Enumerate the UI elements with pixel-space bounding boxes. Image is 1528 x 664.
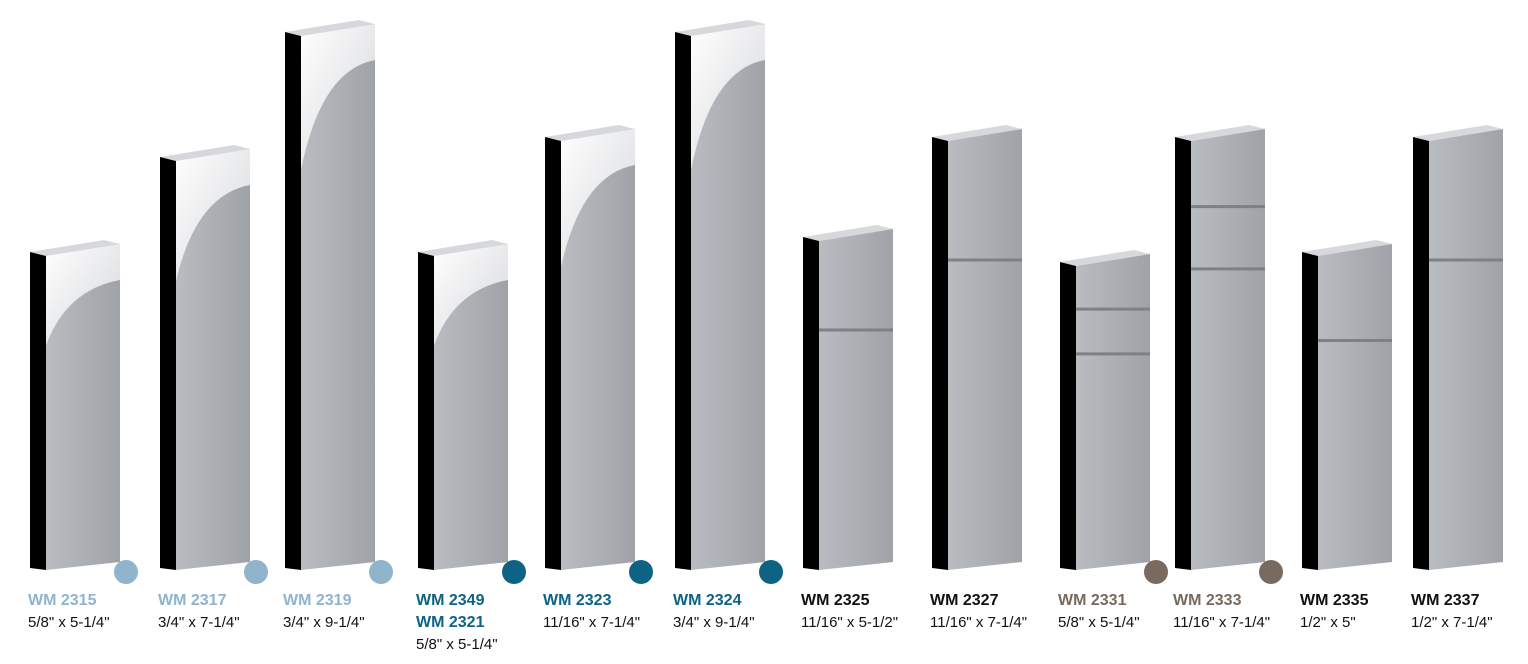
product-code: WM 2335 xyxy=(1300,592,1369,609)
molding-notch xyxy=(1191,205,1265,209)
product-code: WM 2349 xyxy=(416,592,485,609)
molding-edge xyxy=(803,237,819,570)
molding-cove xyxy=(691,24,765,170)
product-size: 3/4" x 9-1/4" xyxy=(283,614,365,631)
color-dot xyxy=(629,560,653,584)
molding-notch xyxy=(948,258,1022,262)
product-size: 1/2" x 5" xyxy=(1300,614,1356,631)
product-size: 11/16" x 7-1/4" xyxy=(930,614,1027,631)
product-size: 5/8" x 5-1/4" xyxy=(416,636,498,653)
molding-notch xyxy=(1076,352,1150,356)
molding-notch xyxy=(1076,307,1150,311)
molding-notch xyxy=(1318,339,1392,342)
product-size: 3/4" x 7-1/4" xyxy=(158,614,240,631)
product-size: 3/4" x 9-1/4" xyxy=(673,614,755,631)
molding-edge xyxy=(675,32,691,570)
molding-cove xyxy=(46,244,120,346)
product-code: WM 2325 xyxy=(801,592,870,609)
product-code: WM 2324 xyxy=(673,592,742,609)
molding-top xyxy=(545,125,635,141)
molding xyxy=(1302,240,1392,570)
product-code: WM 2315 xyxy=(28,592,97,609)
molding-edge xyxy=(1302,252,1318,570)
product-code: WM 2327 xyxy=(930,592,999,609)
color-dot xyxy=(502,560,526,584)
product-code: WM 2331 xyxy=(1058,592,1127,609)
molding-edge xyxy=(932,137,948,570)
molding xyxy=(545,125,635,570)
molding-edge xyxy=(545,137,561,570)
molding xyxy=(160,145,250,570)
molding-edge xyxy=(1413,137,1429,570)
molding-top xyxy=(675,20,765,36)
product-size: 1/2" x 7-1/4" xyxy=(1411,614,1493,631)
molding-notch xyxy=(819,328,893,332)
product-size: 5/8" x 5-1/4" xyxy=(1058,614,1140,631)
molding-face xyxy=(1076,254,1150,570)
molding-top xyxy=(932,125,1022,141)
molding-face xyxy=(301,24,375,570)
molding-notch xyxy=(1191,267,1265,271)
molding-face xyxy=(1429,129,1503,570)
product-code: WM 2321 xyxy=(416,614,485,631)
product-size: 11/16" x 7-1/4" xyxy=(543,614,640,631)
molding-top xyxy=(418,240,508,256)
molding-notch xyxy=(1429,258,1503,262)
molding-top xyxy=(1175,125,1265,141)
color-dot xyxy=(244,560,268,584)
product-code: WM 2319 xyxy=(283,592,352,609)
molding-top xyxy=(1302,240,1392,256)
product-code: WM 2337 xyxy=(1411,592,1480,609)
product-size: 5/8" x 5-1/4" xyxy=(28,614,110,631)
molding-face xyxy=(46,244,120,570)
molding xyxy=(418,240,508,570)
molding-edge xyxy=(418,252,434,570)
molding xyxy=(803,225,893,570)
molding-cove xyxy=(561,129,635,268)
molding xyxy=(675,20,765,570)
molding-face xyxy=(434,244,508,570)
molding-face xyxy=(819,229,893,570)
molding-edge xyxy=(160,157,176,570)
molding xyxy=(30,240,120,570)
molding-top xyxy=(1060,250,1150,266)
molding-top xyxy=(285,20,375,36)
molding-face xyxy=(561,129,635,570)
molding-edge xyxy=(285,32,301,570)
molding-face xyxy=(691,24,765,570)
product-code: WM 2317 xyxy=(158,592,227,609)
color-dot xyxy=(1144,560,1168,584)
molding-edge xyxy=(1175,137,1191,570)
color-dot xyxy=(369,560,393,584)
molding-face xyxy=(1318,244,1392,570)
molding-cove xyxy=(176,149,250,281)
color-dot xyxy=(759,560,783,584)
molding xyxy=(932,125,1022,570)
molding-cove xyxy=(301,24,375,170)
molding xyxy=(1413,125,1503,570)
product-code: WM 2333 xyxy=(1173,592,1242,609)
color-dot xyxy=(1259,560,1283,584)
molding xyxy=(1060,250,1150,570)
molding-top xyxy=(803,225,893,241)
color-dot xyxy=(114,560,138,584)
molding-top xyxy=(1413,125,1503,141)
molding xyxy=(285,20,375,570)
molding-face xyxy=(948,129,1022,570)
molding xyxy=(1175,125,1265,570)
product-size: 11/16" x 5-1/2" xyxy=(801,614,898,631)
molding-face xyxy=(1191,129,1265,570)
molding-cove xyxy=(434,244,508,346)
molding-edge xyxy=(1060,262,1076,570)
product-size: 11/16" x 7-1/4" xyxy=(1173,614,1270,631)
product-code: WM 2323 xyxy=(543,592,612,609)
molding-face xyxy=(176,149,250,570)
molding-top xyxy=(160,145,250,161)
molding-top xyxy=(30,240,120,256)
molding-edge xyxy=(30,252,46,570)
